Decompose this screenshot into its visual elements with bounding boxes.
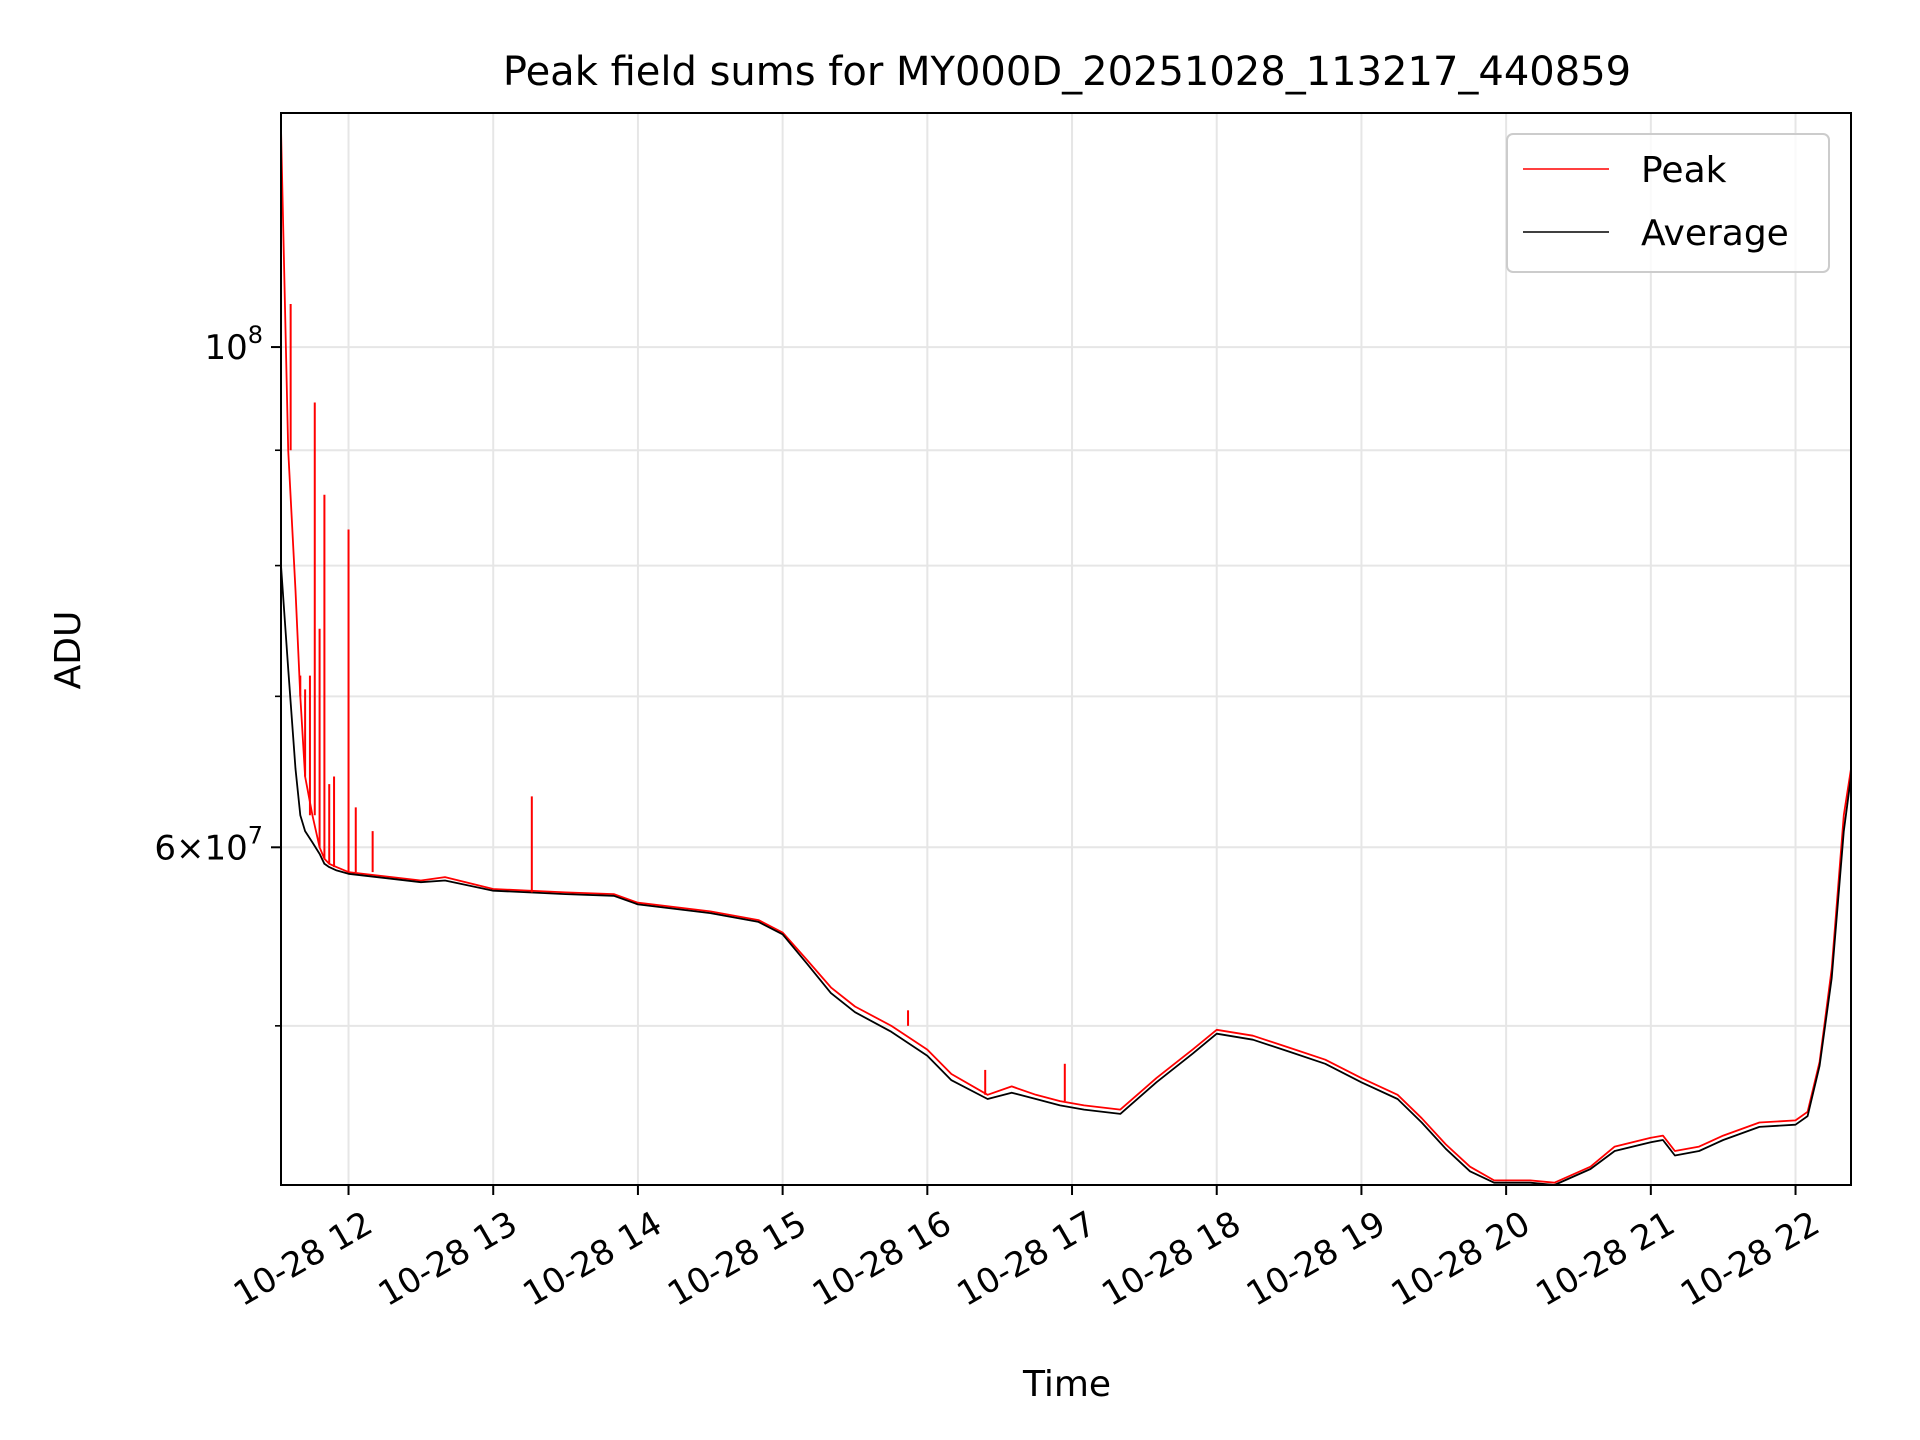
legend: Peak Average xyxy=(1506,133,1830,273)
y-axis-label: ADU xyxy=(48,611,89,690)
series-lines xyxy=(280,128,1852,1186)
plot-frame xyxy=(280,112,1852,1186)
grid-lines xyxy=(281,113,1851,1185)
chart-title: Peak field sums for MY000D_20251028_1132… xyxy=(503,49,1631,95)
y-tick-label: 6×107 xyxy=(154,821,263,868)
x-axis-label: Time xyxy=(1022,1364,1111,1405)
y-axis: 108 6×107 xyxy=(154,321,281,1027)
series-line-peak xyxy=(280,128,1852,1184)
legend-label-peak: Peak xyxy=(1641,150,1727,191)
legend-label-average: Average xyxy=(1641,213,1789,254)
y-tick-label: 108 xyxy=(204,321,263,368)
series-line-average xyxy=(280,565,1852,1186)
